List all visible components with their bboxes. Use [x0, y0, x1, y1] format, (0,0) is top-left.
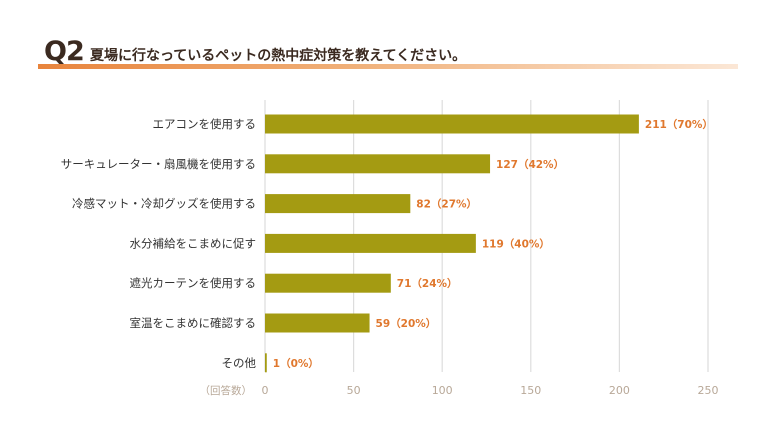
x-tick-label-1: 50: [347, 384, 361, 397]
bar-5: [265, 313, 370, 333]
question-header: Q2 夏場に行なっているペットの熱中症対策を教えてください。: [38, 36, 738, 72]
bar-4: [265, 273, 391, 293]
category-label-1: サーキュレーター・扇風機を使用する: [61, 157, 256, 171]
bar-2: [265, 194, 411, 214]
x-tick-label-3: 150: [520, 384, 541, 397]
category-label-0: エアコンを使用する: [153, 117, 257, 131]
value-label-5: 59（20%）: [376, 317, 437, 330]
bar-0: [265, 114, 639, 134]
question-number: Q2: [44, 36, 85, 67]
category-label-3: 水分補給をこまめに促す: [130, 236, 257, 250]
value-label-2: 82（27%）: [416, 198, 477, 211]
title-underline: [38, 64, 738, 69]
axis-unit-label: （回答数）: [200, 384, 253, 397]
bar-1: [265, 154, 491, 174]
x-tick-label-5: 250: [698, 384, 719, 397]
value-label-4: 71（24%）: [397, 277, 458, 290]
value-label-3: 119（40%）: [482, 237, 550, 250]
x-tick-label-2: 100: [432, 384, 453, 397]
value-label-1: 127（42%）: [496, 158, 564, 171]
category-label-2: 冷感マット・冷却グッズを使用する: [72, 197, 256, 211]
bar-6: [265, 353, 267, 373]
value-label-0: 211（70%）: [645, 118, 713, 131]
value-label-6: 1（0%）: [273, 357, 319, 370]
category-label-4: 遮光カーテンを使用する: [130, 276, 257, 290]
x-tick-label-4: 200: [609, 384, 630, 397]
category-label-5: 室温をこまめに確認する: [130, 316, 257, 330]
x-tick-label-0: 0: [262, 384, 269, 397]
category-label-6: その他: [222, 356, 257, 370]
bar-3: [265, 233, 476, 253]
question-title: 夏場に行なっているペットの熱中症対策を教えてください。: [90, 48, 467, 64]
